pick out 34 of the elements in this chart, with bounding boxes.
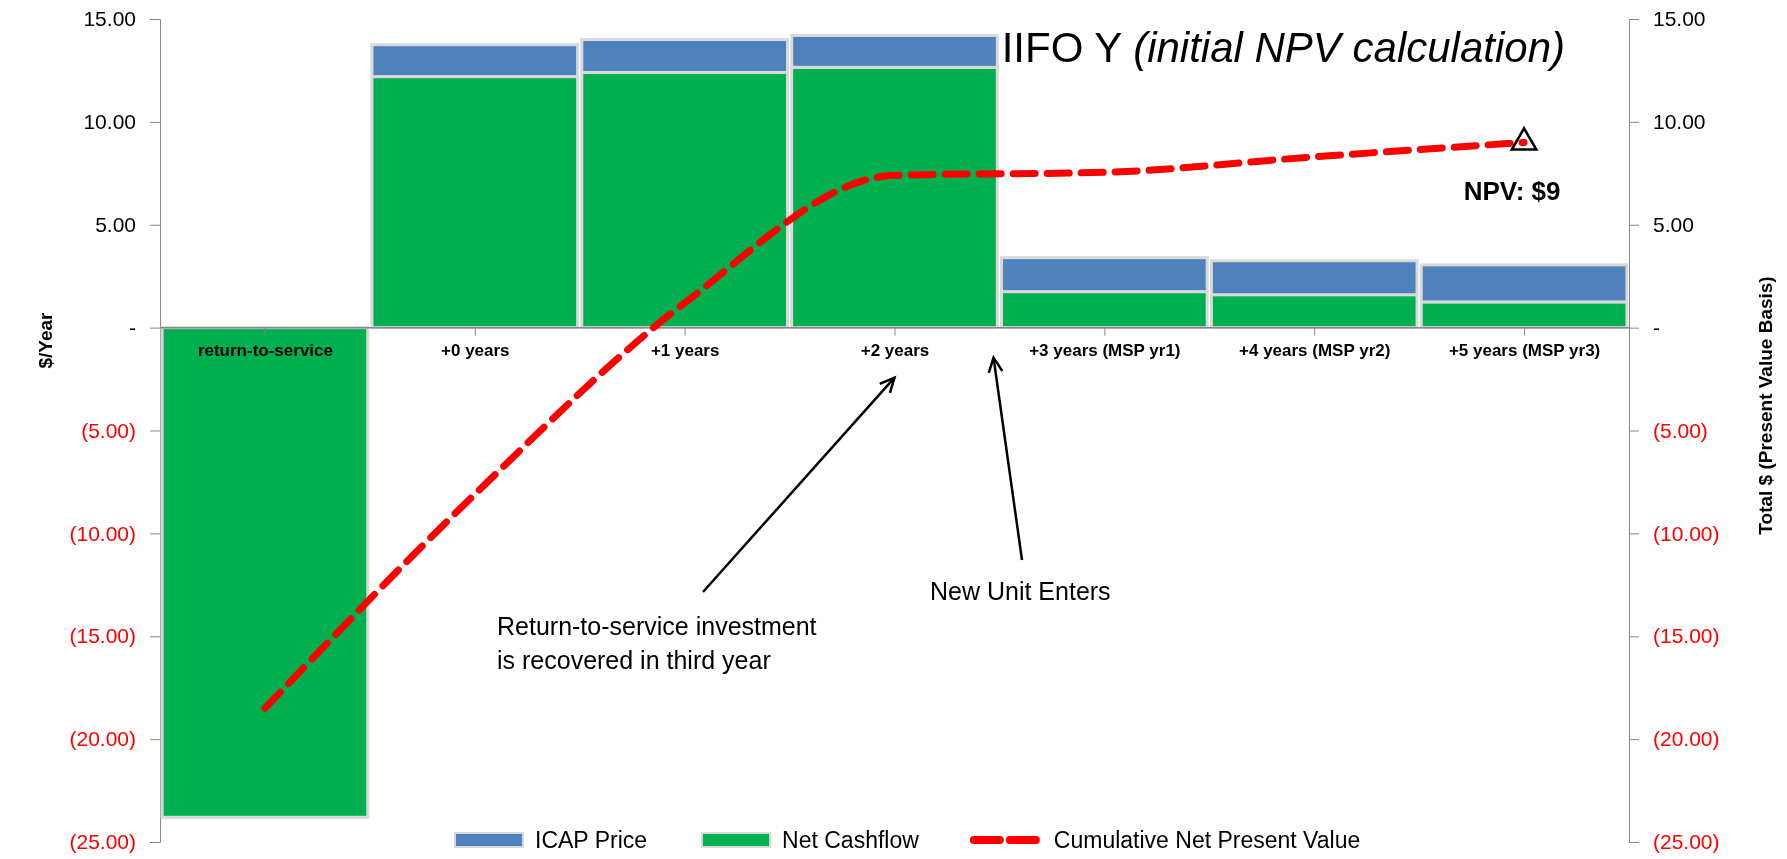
y-tick-label: -	[129, 315, 136, 339]
annotation: New Unit Enters	[930, 577, 1111, 605]
x-tick-label: return-to-service	[197, 340, 333, 360]
y2-tick-label: 15.00	[1653, 7, 1706, 31]
legend-label: Net Cashflow	[782, 827, 920, 853]
y-axis-title: $/Year	[35, 311, 56, 369]
x-tick-label: +4 years (MSP yr2)	[1239, 340, 1391, 360]
y-tick-label: 5.00	[95, 212, 136, 236]
x-tick-label: +3 years (MSP yr1)	[1029, 340, 1181, 360]
y-tick-label: (15.00)	[69, 624, 136, 648]
y2-tick-label: (5.00)	[1653, 418, 1708, 442]
y-tick-label: (10.00)	[69, 521, 136, 545]
y-tick-label: (20.00)	[69, 727, 136, 751]
y-tick-label: (25.00)	[69, 830, 136, 854]
y2-axis-title: Total $ (Present Value Basis)	[1755, 276, 1776, 535]
y2-tick-label: (20.00)	[1653, 727, 1720, 751]
y2-tick-label: (25.00)	[1653, 830, 1720, 854]
y2-tick-label: -	[1653, 315, 1660, 339]
legend-label: ICAP Price	[535, 827, 648, 853]
y2-tick-label: (15.00)	[1653, 624, 1720, 648]
annotation: Return-to-service investment is recovered in third year	[497, 612, 817, 674]
legend-label: Cumulative Net Present Value	[1053, 827, 1361, 853]
x-tick-label: +1 years	[650, 340, 720, 360]
y2-tick-label: 10.00	[1653, 110, 1706, 134]
x-tick-label: +2 years	[860, 340, 930, 360]
chart-title: IIFO Y (initial NPV calculation)	[1001, 24, 1565, 71]
y2-tick-label: 5.00	[1653, 212, 1694, 236]
y2-tick-label: (10.00)	[1653, 521, 1720, 545]
annotation: NPV: $9	[1463, 176, 1561, 207]
x-tick-label: +5 years (MSP yr3)	[1448, 340, 1601, 360]
x-tick-label: +0 years	[441, 340, 510, 360]
y-tick-label: (5.00)	[81, 418, 136, 442]
y-tick-label: 10.00	[83, 110, 136, 134]
y-tick-label: 15.00	[83, 7, 136, 31]
